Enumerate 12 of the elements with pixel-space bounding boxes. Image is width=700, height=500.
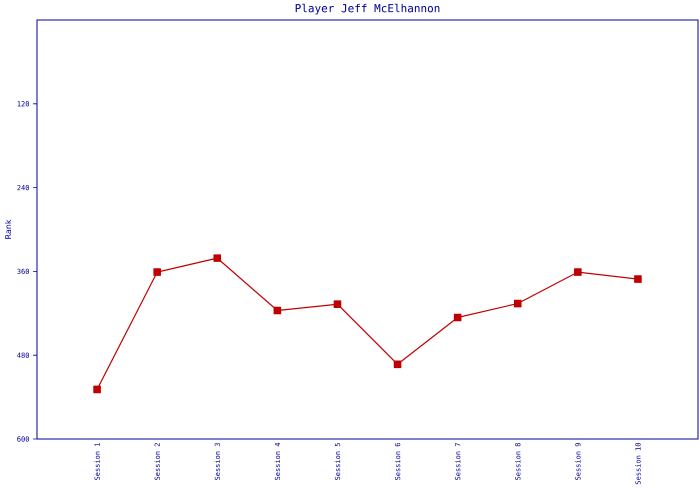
point xyxy=(334,300,342,308)
point xyxy=(394,360,402,368)
point xyxy=(454,314,462,322)
point xyxy=(93,386,101,394)
point xyxy=(634,275,642,283)
point xyxy=(274,306,282,314)
point xyxy=(153,268,161,276)
point xyxy=(213,254,222,262)
point xyxy=(574,268,582,276)
point xyxy=(514,300,522,308)
chart-title: Player Jeff McElhannon xyxy=(296,4,440,14)
y-axis-title: Rank xyxy=(4,220,12,239)
